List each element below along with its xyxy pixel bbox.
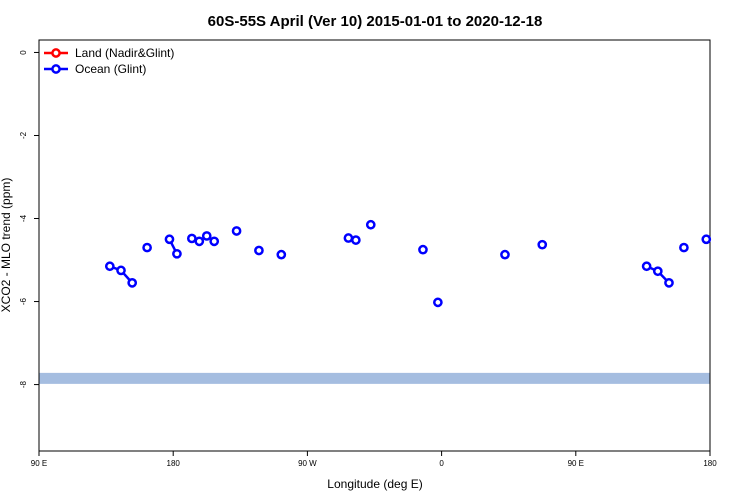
x-tick-label: 0: [439, 459, 444, 468]
ocean-data-point: [186, 233, 197, 244]
ocean-data-point: [194, 236, 205, 247]
x-tick-label: 180: [703, 459, 717, 468]
x-tick-label: 90 W: [298, 459, 317, 468]
x-tick-label: 90 E: [568, 459, 584, 468]
ocean-data-point: [365, 219, 376, 230]
ocean-data-point: [172, 248, 182, 259]
x-axis-label: Longitude (deg E): [327, 477, 422, 491]
y-tick-label: -8: [19, 380, 28, 388]
legend-label: Land (Nadir&Glint): [75, 46, 174, 60]
legend-marker: [51, 64, 61, 74]
ocean-data-point: [351, 235, 361, 245]
ocean-data-point: [209, 236, 220, 247]
x-tick-label: 180: [167, 459, 181, 468]
ocean-data-point: [679, 242, 689, 253]
y-tick-label: -4: [19, 214, 28, 222]
ocean-data-point: [164, 234, 175, 245]
legend-marker: [51, 48, 61, 58]
legend: Land (Nadir&Glint) Ocean (Glint): [44, 46, 174, 76]
ocean-data-point: [142, 242, 152, 253]
x-tick-label: 90 E: [31, 459, 47, 468]
ocean-data-point: [231, 226, 242, 236]
ocean-data-point: [500, 249, 510, 260]
ocean-data-point: [418, 244, 428, 255]
ocean-data-point: [201, 231, 212, 241]
ocean-data-point: [537, 239, 548, 250]
y-axis-label: XCO2 - MLO trend (ppm): [0, 178, 13, 313]
plot-frame: [38, 39, 711, 452]
y-tick-label: -6: [19, 297, 28, 305]
ocean-data-point: [641, 261, 652, 272]
ocean-data-point: [343, 233, 354, 243]
chart-title: 60S-55S April (Ver 10) 2015-01-01 to 202…: [208, 13, 543, 30]
plot-area: 90 E 180 90 W 0 90 E 180 0 -2 -4 -6 -8: [19, 39, 717, 468]
legend-label: Ocean (Glint): [75, 62, 146, 76]
ocean-data-point: [276, 249, 287, 260]
ocean-data-point: [701, 234, 712, 245]
ocean-data-point: [127, 278, 138, 288]
ocean-data-point: [104, 261, 115, 272]
ocean-data-point: [652, 266, 663, 277]
ocean-data-point: [116, 265, 126, 276]
ocean-data-point: [664, 278, 674, 288]
ocean-data-point: [254, 245, 264, 256]
y-tick-label: 0: [19, 50, 28, 55]
y-tick-label: -2: [19, 131, 28, 139]
ocean-data-point: [433, 297, 443, 308]
